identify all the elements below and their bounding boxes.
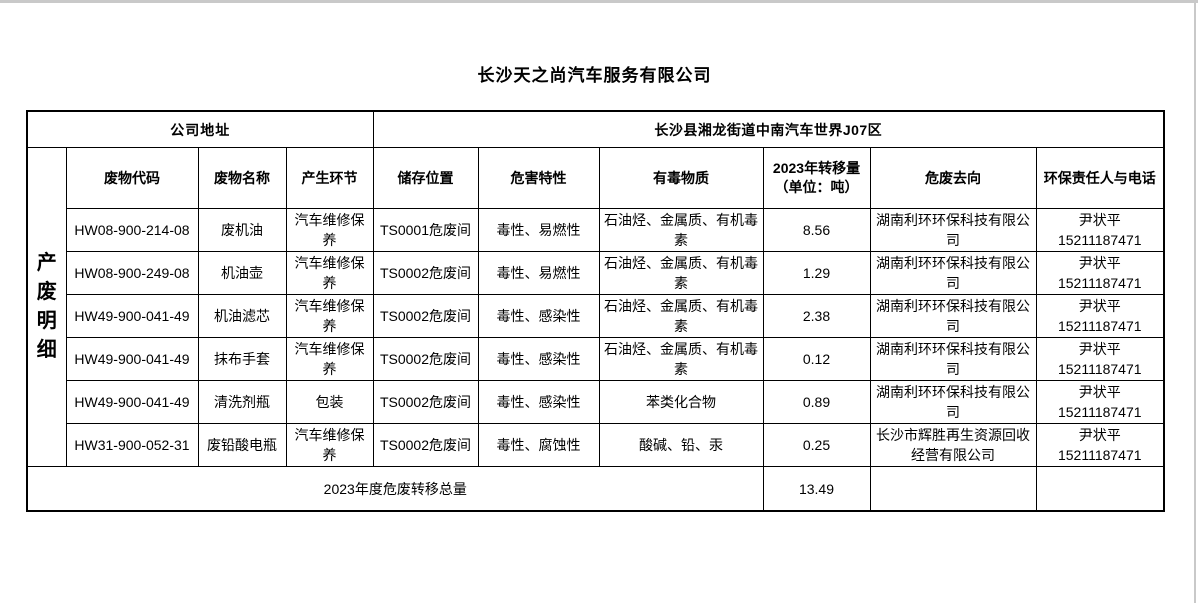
col-header-contact: 环保责任人与电话 <box>1035 147 1165 209</box>
col-header-storage: 储存位置 <box>372 147 479 209</box>
cell-storage: TS0002危废间 <box>372 380 479 424</box>
total-row: 2023年度危废转移总量 13.49 <box>26 466 1165 512</box>
cell-toxic: 苯类化合物 <box>598 380 764 424</box>
cell-waste-name: 清洗剂瓶 <box>197 380 287 424</box>
cell-destination: 湖南利环环保科技有限公司 <box>869 208 1037 252</box>
company-address-label: 公司地址 <box>26 110 374 148</box>
cell-waste-code: HW08-900-214-08 <box>65 208 199 252</box>
col-header-destination: 危废去向 <box>869 147 1037 209</box>
company-address-row: 公司地址 长沙县湘龙街道中南汽车世界J07区 <box>26 110 1165 148</box>
window-top-edge <box>0 0 1198 3</box>
cell-hazard: 毒性、腐蚀性 <box>477 423 600 467</box>
cell-toxic: 石油烃、金属质、有机毒素 <box>598 294 764 338</box>
col-header-toxic: 有毒物质 <box>598 147 764 209</box>
cell-storage: TS0002危废间 <box>372 294 479 338</box>
cell-waste-name: 抹布手套 <box>197 337 287 381</box>
cell-contact: 尹状平 15211187471 <box>1035 208 1165 252</box>
section-label-cell: 产废明细 <box>26 147 67 467</box>
table-row: HW08-900-249-08 机油壶 汽车维修保养 TS0002危废间 毒性、… <box>27 251 1165 295</box>
cell-storage: TS0001危废间 <box>372 208 479 252</box>
cell-stage: 汽车维修保养 <box>285 337 374 381</box>
cell-waste-code: HW49-900-041-49 <box>65 294 199 338</box>
cell-amount: 0.12 <box>762 337 871 381</box>
column-header-row: 产废明细 废物代码 废物名称 产生环节 储存位置 危害特性 有毒物质 2023年… <box>26 147 1165 467</box>
cell-contact: 尹状平 15211187471 <box>1035 337 1165 381</box>
cell-waste-code: HW08-900-249-08 <box>65 251 199 295</box>
cell-toxic: 酸碱、铅、汞 <box>598 423 764 467</box>
col-header-waste-name: 废物名称 <box>197 147 287 209</box>
cell-toxic: 石油烃、金属质、有机毒素 <box>598 251 764 295</box>
total-label: 2023年度危废转移总量 <box>26 466 764 512</box>
cell-stage: 汽车维修保养 <box>285 294 374 338</box>
col-header-waste-code: 废物代码 <box>65 147 199 209</box>
cell-waste-name: 废铅酸电瓶 <box>197 423 287 467</box>
window-right-edge <box>1194 0 1196 603</box>
cell-stage: 汽车维修保养 <box>285 423 374 467</box>
cell-stage: 包装 <box>285 380 374 424</box>
cell-destination: 湖南利环环保科技有限公司 <box>869 380 1037 424</box>
cell-destination: 长沙市辉胜再生资源回收经营有限公司 <box>869 423 1037 467</box>
total-amount: 13.49 <box>762 466 871 512</box>
table-row: HW49-900-041-49 清洗剂瓶 包装 TS0002危废间 毒性、感染性… <box>27 380 1165 424</box>
total-contact-empty <box>1035 466 1165 512</box>
cell-toxic: 石油烃、金属质、有机毒素 <box>598 208 764 252</box>
cell-hazard: 毒性、感染性 <box>477 337 600 381</box>
cell-amount: 1.29 <box>762 251 871 295</box>
total-destination-empty <box>869 466 1037 512</box>
table-row: HW08-900-214-08 废机油 汽车维修保养 TS0001危废间 毒性、… <box>27 208 1165 252</box>
cell-waste-name: 机油壶 <box>197 251 287 295</box>
company-address-value: 长沙县湘龙街道中南汽车世界J07区 <box>372 110 1165 148</box>
col-header-stage: 产生环节 <box>285 147 374 209</box>
cell-waste-code: HW31-900-052-31 <box>65 423 199 467</box>
table-row: HW31-900-052-31 废铅酸电瓶 汽车维修保养 TS0002危废间 毒… <box>27 423 1165 467</box>
table-row: HW49-900-041-49 机油滤芯 汽车维修保养 TS0002危废间 毒性… <box>27 294 1165 338</box>
col-header-hazard: 危害特性 <box>477 147 600 209</box>
cell-contact: 尹状平 15211187471 <box>1035 294 1165 338</box>
cell-toxic: 石油烃、金属质、有机毒素 <box>598 337 764 381</box>
cell-destination: 湖南利环环保科技有限公司 <box>869 337 1037 381</box>
cell-storage: TS0002危废间 <box>372 251 479 295</box>
cell-stage: 汽车维修保养 <box>285 208 374 252</box>
cell-hazard: 毒性、易燃性 <box>477 251 600 295</box>
cell-destination: 湖南利环环保科技有限公司 <box>869 251 1037 295</box>
col-header-amount: 2023年转移量 （单位：吨） <box>762 147 871 209</box>
cell-hazard: 毒性、感染性 <box>477 294 600 338</box>
cell-destination: 湖南利环环保科技有限公司 <box>869 294 1037 338</box>
cell-waste-name: 废机油 <box>197 208 287 252</box>
cell-waste-code: HW49-900-041-49 <box>65 380 199 424</box>
cell-storage: TS0002危废间 <box>372 337 479 381</box>
cell-stage: 汽车维修保养 <box>285 251 374 295</box>
cell-hazard: 毒性、感染性 <box>477 380 600 424</box>
section-label: 产废明细 <box>36 252 57 361</box>
cell-hazard: 毒性、易燃性 <box>477 208 600 252</box>
cell-contact: 尹状平 15211187471 <box>1035 251 1165 295</box>
cell-contact: 尹状平 15211187471 <box>1035 380 1165 424</box>
cell-amount: 8.56 <box>762 208 871 252</box>
hazardous-waste-table: 公司地址 长沙县湘龙街道中南汽车世界J07区 产废明细 废物代码 废物名称 产生… <box>26 110 1166 512</box>
cell-amount: 0.25 <box>762 423 871 467</box>
cell-waste-name: 机油滤芯 <box>197 294 287 338</box>
page-title: 长沙天之尚汽车服务有限公司 <box>477 66 712 85</box>
cell-storage: TS0002危废间 <box>372 423 479 467</box>
cell-contact: 尹状平 15211187471 <box>1035 423 1165 467</box>
cell-amount: 0.89 <box>762 380 871 424</box>
cell-amount: 2.38 <box>762 294 871 338</box>
table-row: HW49-900-041-49 抹布手套 汽车维修保养 TS0002危废间 毒性… <box>27 337 1165 381</box>
cell-waste-code: HW49-900-041-49 <box>65 337 199 381</box>
